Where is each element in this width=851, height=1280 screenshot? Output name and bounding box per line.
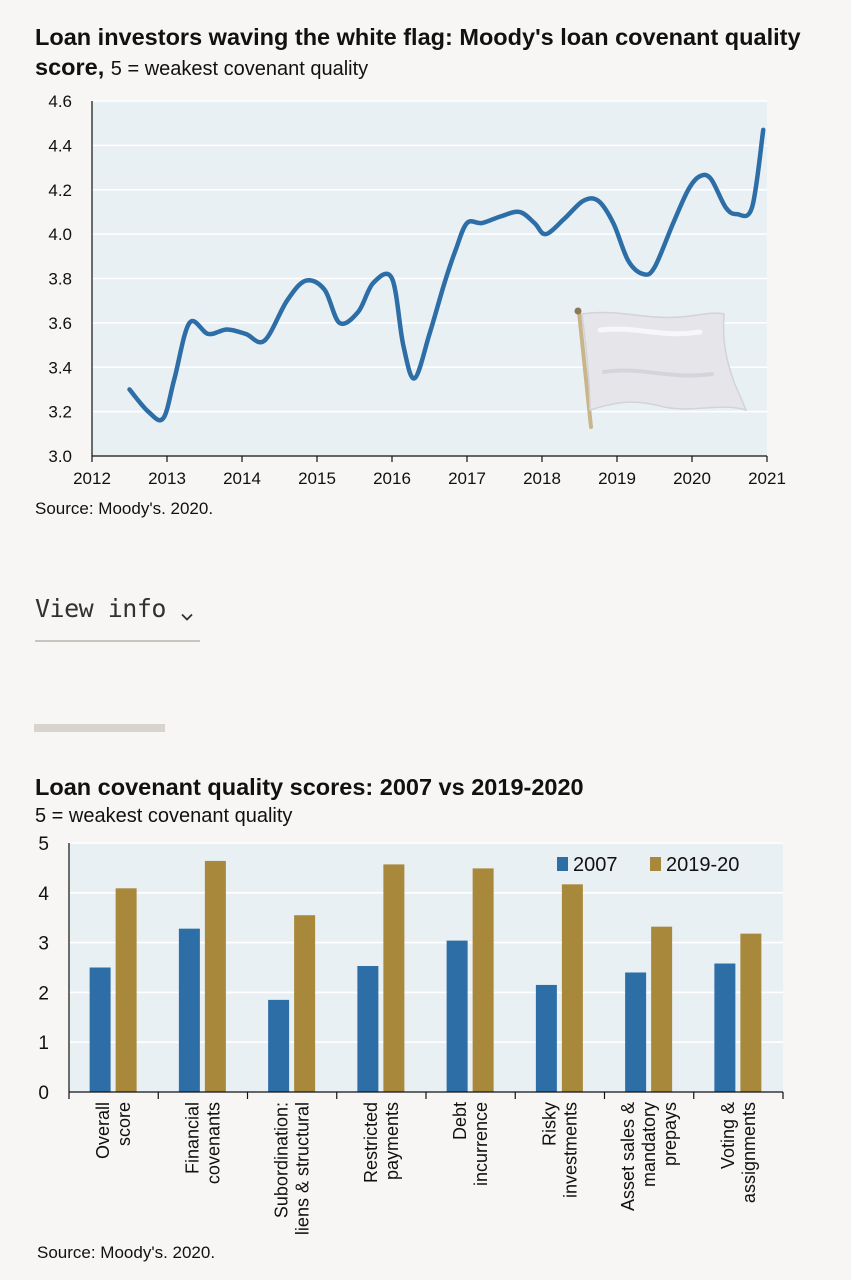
category-label: incurrence xyxy=(471,1102,491,1186)
bar-y-tick-label: 1 xyxy=(38,1033,49,1054)
chart2-title: Loan covenant quality scores: 2007 vs 20… xyxy=(35,774,584,800)
category-label: Voting & xyxy=(718,1102,738,1169)
y-tick-label: 4.6 xyxy=(48,92,72,111)
category-label: payments xyxy=(382,1102,402,1180)
x-tick-label: 2021 xyxy=(748,469,786,488)
bar-legend: 2007 2019-20 xyxy=(557,854,739,876)
y-tick-label: 4.4 xyxy=(48,136,72,155)
x-tick-label: 2018 xyxy=(523,469,561,488)
bar-2007-2 xyxy=(268,999,290,1092)
y-tick-label: 3.6 xyxy=(48,314,72,333)
section-divider xyxy=(34,724,165,732)
chart1-title: Loan investors waving the white flag: Mo… xyxy=(35,24,801,80)
view-info-label: View info xyxy=(35,594,166,623)
bar-2007-6 xyxy=(625,972,647,1092)
x-tick-label: 2012 xyxy=(73,469,111,488)
category-label: covenants xyxy=(203,1102,223,1184)
category-label: Restricted xyxy=(361,1102,381,1183)
category-label: mandatory xyxy=(639,1102,659,1187)
bar-2007-5 xyxy=(535,984,557,1092)
category-label: Overall xyxy=(93,1102,113,1159)
x-tick-label: 2017 xyxy=(448,469,486,488)
chart2-source: Source: Moody's. 2020. xyxy=(37,1243,216,1262)
category-label: assignments xyxy=(739,1102,759,1203)
category-label: Risky xyxy=(539,1102,559,1146)
x-tick-label: 2016 xyxy=(373,469,411,488)
bar-2007-7 xyxy=(714,963,736,1092)
x-tick-label: 2015 xyxy=(298,469,336,488)
bar-y-tick-label: 2 xyxy=(38,983,49,1004)
bar-y-tick-label: 0 xyxy=(38,1083,49,1104)
y-tick-label: 3.2 xyxy=(48,403,72,422)
category-label: prepays xyxy=(660,1102,680,1166)
bar-2019-20-2 xyxy=(294,915,316,1092)
bar-2019-20-5 xyxy=(561,884,583,1092)
category-label: Subordination: xyxy=(272,1102,292,1218)
y-tick-label: 3.4 xyxy=(48,358,72,377)
series-line-covenant-score xyxy=(127,127,766,423)
legend-label: 2007 xyxy=(573,854,618,876)
bar-2019-20-1 xyxy=(204,860,226,1092)
y-tick-label: 4.0 xyxy=(48,225,72,244)
x-tick-label: 2019 xyxy=(598,469,636,488)
chart2-subtitle: 5 = weakest covenant quality xyxy=(35,805,293,827)
line-chart: 3.0 3.2 3.4 3.6 3.8 4.0 4.2 4.4 4.6 2012 2013 2014 2… xyxy=(48,92,786,488)
bar-2007-3 xyxy=(357,966,379,1092)
x-tick-label: 2020 xyxy=(673,469,711,488)
category-label: Financial xyxy=(182,1102,202,1174)
category-label: Asset sales & xyxy=(618,1102,638,1211)
chevron-down-icon xyxy=(181,613,193,621)
bar-y-tick-label: 4 xyxy=(38,884,49,905)
chart1-subtitle: 5 = weakest covenant quality xyxy=(110,58,369,80)
white-flag-icon xyxy=(574,307,748,429)
bar-2019-20-0 xyxy=(115,888,137,1092)
bar-2019-20-6 xyxy=(651,926,673,1092)
category-label: Debt xyxy=(450,1102,470,1140)
bar-2007-1 xyxy=(178,928,200,1092)
y-tick-label: 3.8 xyxy=(48,270,72,289)
bar-plot-area xyxy=(69,843,783,1092)
y-tick-label: 3.0 xyxy=(48,447,72,466)
category-label: liens & structural xyxy=(293,1102,313,1235)
legend-swatch xyxy=(650,857,661,871)
y-tick-label: 4.2 xyxy=(48,181,72,200)
bar-2019-20-3 xyxy=(383,864,405,1092)
bar-y-tick-label: 5 xyxy=(38,834,49,855)
chart1-source: Source: Moody's. 2020. xyxy=(35,499,214,518)
bar-2019-20-7 xyxy=(740,933,762,1092)
legend-label: 2019-20 xyxy=(666,854,739,876)
bar-2007-4 xyxy=(446,940,468,1092)
category-label: investments xyxy=(560,1102,580,1198)
category-label: score xyxy=(114,1102,134,1146)
bar-2019-20-4 xyxy=(472,868,494,1092)
view-info-button[interactable]: View info xyxy=(35,594,200,642)
x-tick-label: 2014 xyxy=(223,469,261,488)
legend-swatch xyxy=(557,857,568,871)
x-tick-label: 2013 xyxy=(148,469,186,488)
bar-y-tick-label: 3 xyxy=(38,934,49,955)
bar-2007-0 xyxy=(89,967,111,1092)
